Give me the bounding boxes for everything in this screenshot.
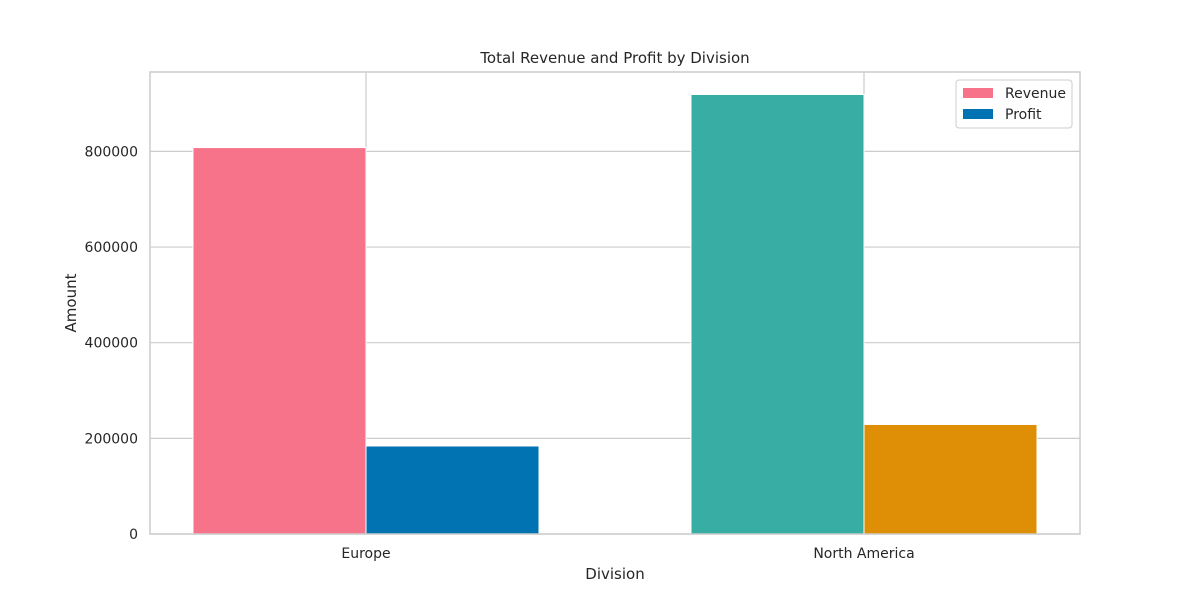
bars — [192, 93, 1038, 535]
y-tick-label: 600000 — [85, 240, 138, 256]
x-tick-label: Europe — [341, 546, 390, 562]
y-axis-label: Amount — [62, 273, 80, 332]
x-axis-label: Division — [585, 565, 644, 583]
legend-swatch — [963, 109, 993, 119]
y-tick-label: 800000 — [85, 144, 138, 160]
bar-profit-north-america — [863, 423, 1038, 535]
bar-revenue-north-america — [690, 93, 865, 535]
y-tick-label: 400000 — [85, 336, 138, 352]
y-axis-ticks: 0 200000 400000 600000 800000 — [85, 144, 138, 543]
legend: Revenue Profit — [955, 79, 1073, 129]
bar-revenue-europe — [192, 147, 367, 535]
bar-profit-europe — [365, 445, 540, 535]
y-tick-label: 200000 — [85, 431, 138, 447]
plot-frame — [149, 71, 1081, 535]
x-axis-ticks: Europe North America — [341, 546, 914, 562]
y-tick-label: 0 — [129, 527, 138, 543]
legend-label: Revenue — [1005, 86, 1066, 102]
legend-label: Profit — [1005, 107, 1042, 123]
chart-title: Total Revenue and Profit by Division — [479, 49, 749, 67]
x-tick-label: North America — [813, 546, 914, 562]
legend-swatch — [963, 88, 993, 98]
